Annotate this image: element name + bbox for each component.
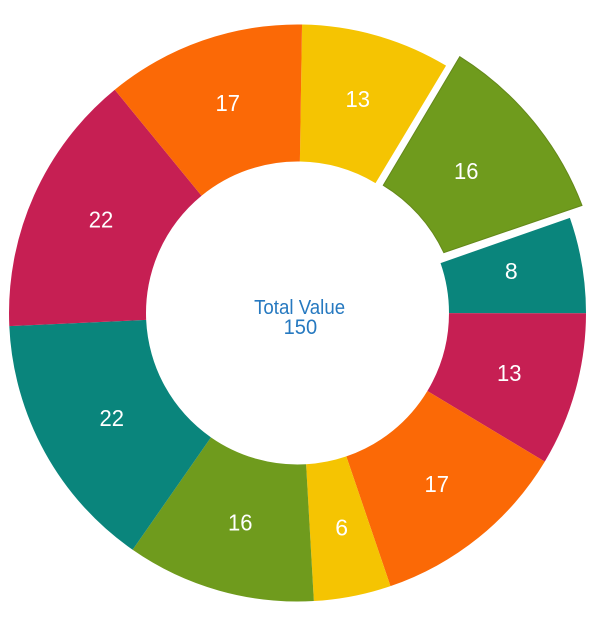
svg-text:150: 150 bbox=[284, 316, 318, 339]
svg-text:13: 13 bbox=[497, 360, 522, 386]
svg-text:17: 17 bbox=[216, 90, 241, 116]
svg-text:16: 16 bbox=[454, 158, 479, 184]
svg-text:8: 8 bbox=[505, 258, 518, 284]
svg-text:13: 13 bbox=[346, 86, 371, 112]
svg-text:16: 16 bbox=[228, 510, 253, 536]
svg-text:22: 22 bbox=[100, 405, 125, 431]
svg-text:6: 6 bbox=[335, 514, 348, 540]
svg-text:17: 17 bbox=[425, 471, 450, 497]
svg-text:22: 22 bbox=[89, 206, 114, 232]
svg-text:Total Value: Total Value bbox=[254, 297, 345, 319]
